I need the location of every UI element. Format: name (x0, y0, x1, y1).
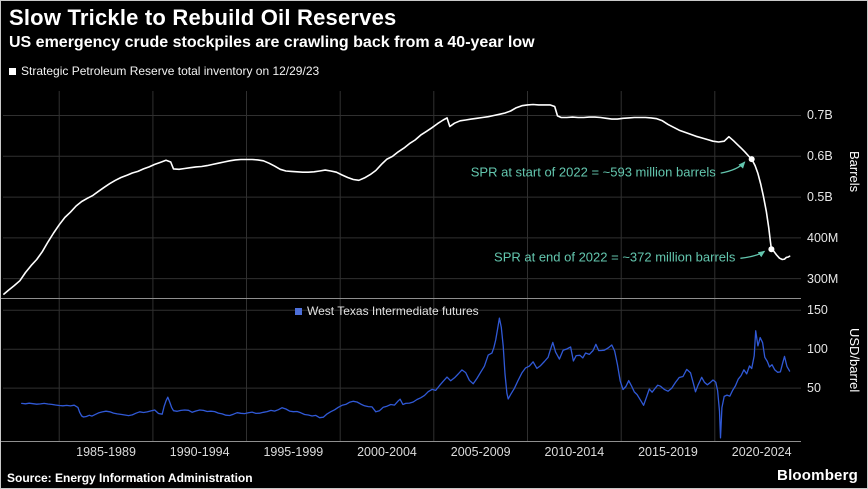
x-axis-label: 2005-2009 (450, 445, 511, 459)
y-tick-label: 100 (807, 342, 828, 357)
wti-legend: West Texas Intermediate futures (295, 304, 479, 318)
bloomberg-logo: Bloomberg (777, 467, 858, 484)
y-tick-label: 0.7B (807, 108, 833, 123)
spr-legend: Strategic Petroleum Reserve total invent… (9, 64, 319, 78)
y-tick-label: 150 (807, 303, 828, 318)
barrels-axis-title: Barrels (847, 151, 862, 193)
usd-barrel-axis-title: USD/barrel (847, 328, 862, 393)
x-axis-label: 1985-1989 (76, 445, 136, 459)
wti-legend-marker-icon (295, 307, 302, 315)
spr-end-2022-annotation: SPR at end of 2022 = ~372 million barrel… (494, 249, 736, 265)
spr-legend-marker-icon (9, 67, 16, 75)
y-tick-label: 0.5B (807, 190, 833, 205)
chart-subtitle: US emergency crude stockpiles are crawli… (9, 34, 535, 51)
wti-legend-label: West Texas Intermediate futures (307, 304, 479, 318)
spr-start-2022-annotation: SPR at start of 2022 = ~593 million barr… (470, 164, 716, 180)
x-axis-label: 2010-2014 (544, 445, 605, 459)
y-tick-label: 400M (807, 230, 839, 245)
y-tick-label: 300M (807, 271, 839, 286)
x-axis-label: 2020-2024 (731, 445, 792, 459)
x-axis-label: 2015-2019 (638, 445, 698, 459)
spr-legend-label: Strategic Petroleum Reserve total invent… (21, 64, 320, 78)
x-axis-label: 1995-1999 (263, 445, 324, 459)
y-tick-label: 0.6B (807, 149, 833, 164)
source-text: Source: Energy Information Administratio… (7, 471, 253, 485)
y-tick-label: 50 (807, 381, 821, 396)
x-axis-label: 1990-1994 (169, 445, 230, 459)
page-title: Slow Trickle to Rebuild Oil Reserves (9, 5, 397, 30)
x-axis-label: 2000-2004 (357, 445, 417, 459)
